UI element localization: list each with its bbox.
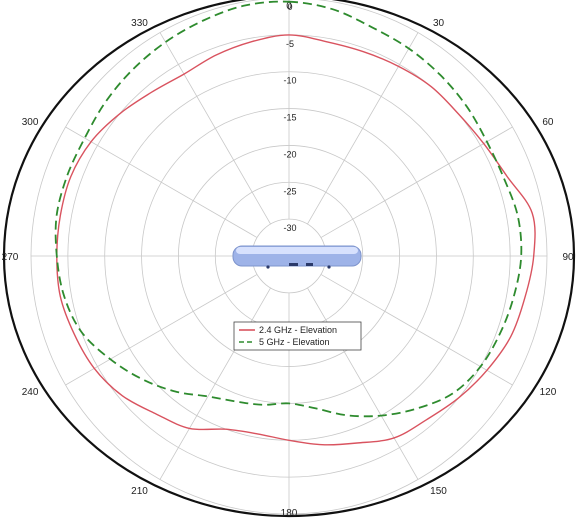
radial-tick-label: -15 bbox=[283, 113, 296, 123]
grid-spoke bbox=[307, 32, 419, 225]
radial-tick-label: -25 bbox=[283, 186, 296, 196]
grid-spoke bbox=[65, 126, 258, 238]
angle-tick-label: 270 bbox=[2, 252, 19, 263]
angle-tick-label: 180 bbox=[281, 508, 298, 519]
radial-tick-label: -30 bbox=[283, 223, 296, 233]
angle-tick-label: 90 bbox=[562, 252, 574, 263]
radial-tick-label: -20 bbox=[283, 149, 296, 159]
series-line-1 bbox=[54, 0, 523, 418]
radial-tick-label: -10 bbox=[283, 76, 296, 86]
angle-tick-label: 210 bbox=[131, 486, 148, 497]
angle-tick-label: 150 bbox=[430, 486, 447, 497]
radial-tick-label: -5 bbox=[286, 39, 294, 49]
angle-tick-label: 240 bbox=[22, 387, 39, 398]
grid-spoke bbox=[159, 32, 271, 225]
angle-tick-label: 60 bbox=[542, 117, 554, 128]
series-line-0 bbox=[56, 34, 536, 446]
access-point-device-icon bbox=[232, 245, 362, 269]
angle-tick-label: 0 bbox=[286, 1, 292, 12]
grid-spoke bbox=[320, 126, 513, 238]
grid-spoke bbox=[65, 274, 258, 386]
angle-tick-label: 120 bbox=[540, 387, 557, 398]
radial-ticks: 0 -5 -10 -15 -20 -25 -30 bbox=[283, 2, 296, 233]
radial-tick-label: 0 bbox=[287, 2, 292, 12]
angle-tick-label: 30 bbox=[433, 18, 445, 29]
grid-spoke bbox=[307, 287, 419, 480]
legend-label-24ghz: 2.4 GHz - Elevation bbox=[259, 325, 337, 335]
legend: 2.4 GHz - Elevation 5 GHz - Elevation bbox=[233, 321, 362, 351]
grid-spoke bbox=[159, 287, 271, 480]
series-lines bbox=[54, 0, 536, 446]
angle-tick-label: 300 bbox=[22, 117, 39, 128]
legend-box bbox=[233, 321, 362, 351]
angle-tick-label: 330 bbox=[131, 18, 148, 29]
legend-label-5ghz: 5 GHz - Elevation bbox=[259, 337, 330, 347]
